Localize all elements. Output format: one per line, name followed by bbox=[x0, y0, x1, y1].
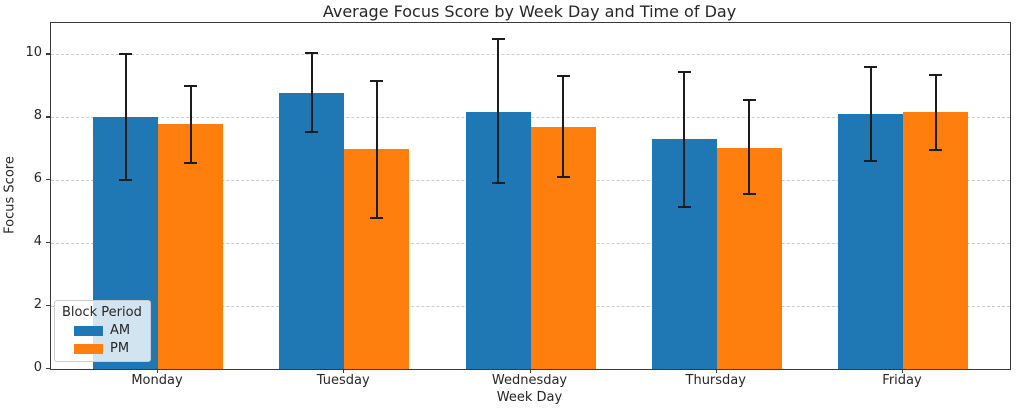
legend-item-pm: PM bbox=[62, 341, 142, 356]
x-tick-label-monday: Monday bbox=[131, 373, 183, 388]
bar-friday-pm bbox=[903, 111, 968, 369]
x-tick-label-tuesday: Tuesday bbox=[316, 373, 370, 388]
y-tick-mark-0 bbox=[46, 368, 50, 370]
bar-monday-pm bbox=[158, 124, 223, 369]
gridline-y-8 bbox=[51, 117, 1010, 119]
error-cap-low-wednesday-am bbox=[491, 182, 505, 185]
legend-label-am: AM bbox=[110, 323, 131, 338]
x-tick-mark-thursday bbox=[715, 369, 717, 373]
error-cap-low-thursday-am bbox=[677, 206, 691, 208]
legend-label-pm: PM bbox=[110, 341, 130, 356]
x-tick-mark-monday bbox=[157, 369, 159, 373]
error-cap-high-wednesday-pm bbox=[556, 75, 570, 78]
x-tick-mark-wednesday bbox=[529, 369, 531, 373]
error-cap-low-friday-pm bbox=[929, 149, 942, 152]
gridline-y-10 bbox=[51, 54, 1010, 56]
y-tick-mark-4 bbox=[46, 242, 50, 244]
error-bar-wednesday-am bbox=[497, 38, 499, 184]
error-cap-high-monday-pm bbox=[184, 84, 197, 87]
error-cap-low-friday-am bbox=[864, 160, 877, 163]
error-bar-wednesday-pm bbox=[562, 76, 564, 178]
plot-area: Block Period AM PM bbox=[50, 22, 1011, 370]
error-cap-low-monday-pm bbox=[184, 161, 197, 164]
y-tick-mark-10 bbox=[46, 53, 50, 55]
x-tick-mark-tuesday bbox=[343, 369, 345, 373]
y-tick-label-0: 0 bbox=[33, 360, 42, 375]
x-axis-label: Week Day bbox=[496, 390, 563, 405]
error-cap-high-thursday-am bbox=[677, 70, 691, 73]
chart-title: Average Focus Score by Week Day and Time… bbox=[322, 2, 737, 21]
error-cap-low-monday-am bbox=[119, 179, 132, 182]
error-cap-high-wednesday-am bbox=[491, 37, 505, 40]
error-cap-high-tuesday-am bbox=[305, 51, 319, 54]
error-cap-low-tuesday-am bbox=[305, 130, 319, 133]
x-tick-mark-friday bbox=[902, 369, 904, 373]
legend-swatch-am bbox=[74, 325, 103, 336]
legend-item-am: AM bbox=[62, 323, 142, 338]
error-bar-friday-am bbox=[869, 67, 872, 162]
error-cap-high-thursday-pm bbox=[742, 99, 756, 102]
error-cap-high-monday-am bbox=[119, 53, 132, 56]
error-cap-high-friday-am bbox=[864, 66, 877, 69]
error-bar-friday-pm bbox=[934, 74, 937, 151]
x-tick-label-thursday: Thursday bbox=[685, 373, 746, 388]
y-tick-mark-8 bbox=[46, 116, 50, 118]
error-bar-thursday-am bbox=[683, 71, 686, 207]
error-bar-tuesday-pm bbox=[375, 81, 378, 218]
error-bar-tuesday-am bbox=[310, 52, 313, 132]
legend: Block Period AM PM bbox=[54, 300, 151, 362]
y-tick-label-4: 4 bbox=[33, 234, 42, 250]
y-tick-label-10: 10 bbox=[25, 45, 42, 61]
error-bar-monday-pm bbox=[189, 85, 192, 163]
y-tick-label-8: 8 bbox=[33, 108, 42, 124]
error-bar-monday-am bbox=[124, 54, 127, 181]
legend-title: Block Period bbox=[62, 305, 142, 320]
y-tick-mark-6 bbox=[46, 179, 50, 181]
error-cap-low-thursday-pm bbox=[742, 193, 756, 196]
y-tick-label-6: 6 bbox=[33, 171, 42, 187]
error-cap-low-tuesday-pm bbox=[370, 217, 384, 220]
error-bar-thursday-pm bbox=[748, 100, 751, 195]
x-tick-label-friday: Friday bbox=[882, 373, 922, 388]
error-cap-low-wednesday-pm bbox=[556, 176, 570, 179]
error-cap-high-tuesday-pm bbox=[370, 80, 384, 83]
x-tick-label-wednesday: Wednesday bbox=[491, 373, 568, 388]
legend-swatch-pm bbox=[74, 343, 103, 354]
error-cap-high-friday-pm bbox=[929, 73, 942, 76]
y-axis-label: Focus Score bbox=[2, 156, 18, 234]
y-tick-label-2: 2 bbox=[33, 297, 42, 313]
y-tick-mark-2 bbox=[46, 305, 50, 307]
bar-tuesday-am bbox=[279, 92, 345, 369]
